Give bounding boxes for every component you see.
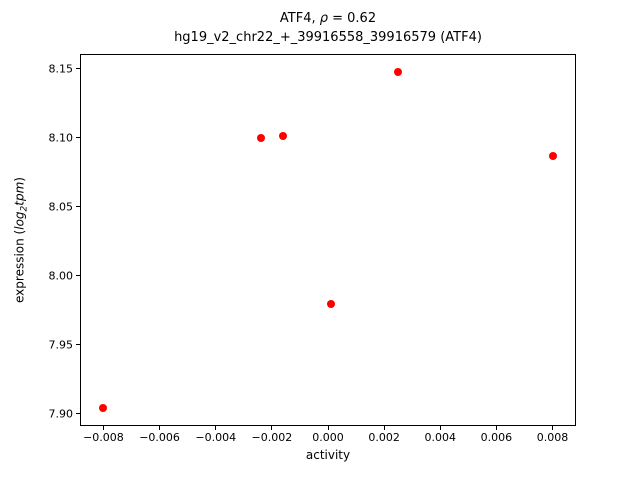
- x-tick-mark: [215, 426, 217, 430]
- data-point: [326, 299, 335, 308]
- y-tick-label: 8.05: [48, 200, 74, 214]
- y-tick-mark: [76, 137, 80, 139]
- data-point: [548, 151, 557, 160]
- x-tick-label: 0.004: [424, 431, 457, 444]
- chart-title: ATF4, ρ = 0.62 hg19_v2_chr22_+_39916558_…: [80, 9, 576, 47]
- x-tick-label: −0.006: [139, 431, 180, 444]
- data-point: [99, 404, 108, 413]
- data-point: [256, 133, 265, 142]
- y-tick-mark: [76, 413, 80, 415]
- x-tick-mark: [102, 426, 104, 430]
- y-tick-label: 8.10: [48, 131, 74, 145]
- y-tick-label: 8.15: [48, 62, 74, 76]
- x-tick-mark: [271, 426, 273, 430]
- x-tick-mark: [439, 426, 441, 430]
- title-text-prefix: ATF4,: [279, 11, 320, 26]
- ylabel-subscript: 2: [19, 205, 30, 212]
- x-tick-label: 0.008: [536, 431, 569, 444]
- data-point: [394, 67, 403, 76]
- ylabel-tpm: tpm: [12, 181, 27, 206]
- x-tick-mark: [327, 426, 329, 430]
- x-tick-mark: [383, 426, 385, 430]
- y-tick-mark: [76, 68, 80, 70]
- x-tick-label: 0.006: [480, 431, 513, 444]
- x-tick-label: −0.002: [251, 431, 293, 444]
- y-tick-label: 7.90: [48, 407, 74, 421]
- ylabel-suffix: ): [12, 177, 27, 182]
- y-tick-label: 8.00: [48, 269, 74, 283]
- x-tick-label: 0.002: [368, 431, 400, 444]
- ylabel-math: log2tpm: [12, 181, 29, 230]
- x-axis-label: activity: [305, 448, 351, 462]
- chart-title-line1: ATF4, ρ = 0.62: [80, 9, 576, 28]
- x-tick-mark: [552, 426, 554, 430]
- y-axis-label: expression (log2tpm): [12, 177, 29, 303]
- x-tick-label: −0.004: [195, 431, 237, 444]
- ylabel-log: log: [12, 211, 27, 230]
- x-tick-mark: [159, 426, 161, 430]
- y-tick-mark: [76, 206, 80, 208]
- y-tick-mark: [76, 344, 80, 346]
- x-tick-label: −0.008: [83, 431, 124, 444]
- data-point: [279, 132, 288, 141]
- title-text-suffix: = 0.62: [328, 11, 377, 26]
- x-tick-label: 0.000: [312, 431, 344, 444]
- rho-symbol: ρ: [319, 11, 328, 26]
- ylabel-prefix: expression (: [12, 229, 27, 303]
- chart-title-line2: hg19_v2_chr22_+_39916558_39916579 (ATF4): [174, 30, 482, 45]
- x-tick-mark: [495, 426, 497, 430]
- y-tick-mark: [76, 275, 80, 277]
- y-tick-label: 7.95: [48, 338, 74, 352]
- plot-area: [80, 54, 576, 426]
